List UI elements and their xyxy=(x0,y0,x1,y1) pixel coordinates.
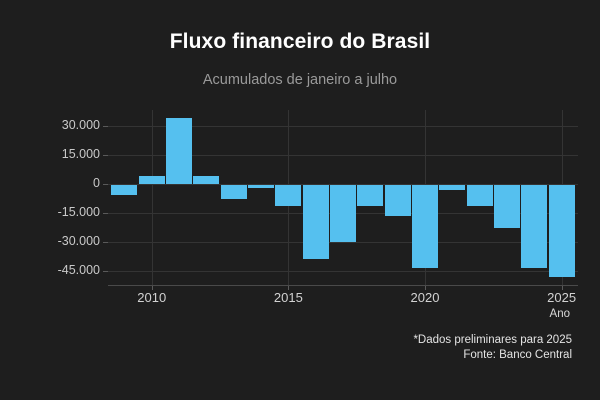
y-gridline xyxy=(108,125,578,127)
bar-2019 xyxy=(384,183,411,216)
bar-2022 xyxy=(466,183,493,207)
y-axis-tick-label: -45.000 xyxy=(57,263,100,278)
bar-2014 xyxy=(248,183,274,188)
x-axis-line xyxy=(108,285,578,286)
chart-title: Fluxo financeiro do Brasil xyxy=(169,30,431,53)
chart-subtitle: Acumulados de janeiro a julho xyxy=(202,72,398,88)
zero-line xyxy=(108,183,578,185)
x-tick-mark xyxy=(288,285,290,290)
bar-2013 xyxy=(220,183,247,200)
bar-2021 xyxy=(439,183,466,190)
y-axis-tick-label: -30.000 xyxy=(57,234,100,249)
x-axis-tick-label: 2020 xyxy=(410,290,440,305)
bar-2023 xyxy=(493,183,520,228)
bar-2025 xyxy=(548,183,575,278)
x-tick-mark xyxy=(151,285,153,290)
bar-2024 xyxy=(521,183,548,269)
y-tick-mark xyxy=(103,183,108,185)
bar-2012 xyxy=(193,176,220,184)
footnote-source: Fonte: Banco Central xyxy=(463,348,572,361)
y-tick-mark xyxy=(103,154,108,156)
y-tick-mark xyxy=(103,125,108,127)
y-axis-tick-label: -15.000 xyxy=(57,205,100,220)
y-gridline xyxy=(108,242,578,244)
x-gridline xyxy=(151,110,153,285)
bar-2020 xyxy=(411,183,438,269)
x-axis-tick-label: 2025 xyxy=(547,290,577,305)
x-tick-mark xyxy=(561,285,563,290)
y-axis-tick-label: 15.000 xyxy=(61,146,100,161)
y-tick-mark xyxy=(103,213,108,215)
y-tick-mark xyxy=(103,242,108,244)
bar-2015 xyxy=(275,183,302,207)
y-tick-mark xyxy=(103,271,108,273)
x-tick-mark xyxy=(424,285,426,290)
bar-2011 xyxy=(166,117,193,184)
bar-2009 xyxy=(111,183,138,195)
plot-area: 30.000 15.000 0 -15.000 -30.000 -45.000 2010 20… xyxy=(58,110,578,305)
footnote-preliminary: *Dados preliminares para 2025 xyxy=(413,334,572,346)
bar-2018 xyxy=(357,183,384,207)
bar-2016 xyxy=(302,183,329,259)
bar-2010 xyxy=(138,176,165,184)
bar-2017 xyxy=(330,183,356,243)
y-gridline xyxy=(108,154,578,156)
x-axis-tick-label: 2015 xyxy=(273,290,303,305)
chart-footnotes: *Dados preliminares para 2025 Fonte: Ban… xyxy=(320,333,572,362)
x-axis-tick-label: 2010 xyxy=(137,290,167,305)
y-axis-tick-label: 0 xyxy=(93,175,100,190)
y-gridline xyxy=(108,271,578,273)
y-axis-tick-label: 30.000 xyxy=(61,117,100,132)
x-axis-label: Ano xyxy=(549,308,570,320)
